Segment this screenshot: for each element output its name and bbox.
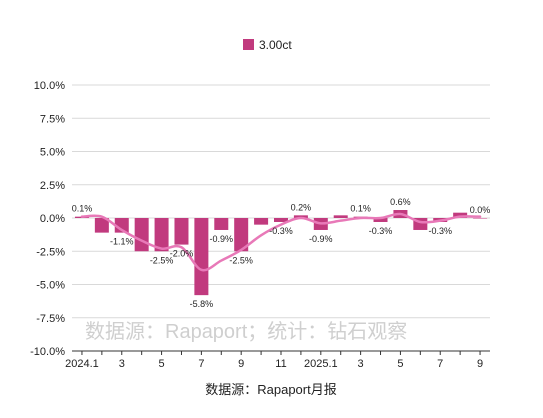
x-axis: 2024.1 3 5 7 9 11 2025.1 3 5 7 9 <box>65 351 483 370</box>
bar <box>373 218 388 222</box>
data-label: -1.1% <box>110 237 134 247</box>
data-label: -0.9% <box>210 234 234 244</box>
x-tick-label: 2025.1 <box>304 358 338 370</box>
x-tick-label: 9 <box>238 358 244 370</box>
bar <box>453 212 468 218</box>
trend-line <box>80 212 482 272</box>
bar <box>333 215 348 218</box>
bar <box>214 218 229 230</box>
data-labels: 0.1%-1.1%-2.5%-2.0%-5.8%-0.9%-2.5%-0.3%0… <box>72 197 491 309</box>
y-tick-label: 2.5% <box>40 180 65 192</box>
data-label: -0.3% <box>269 226 293 236</box>
bar <box>174 218 189 245</box>
legend-swatch <box>243 39 254 50</box>
bar <box>94 218 109 233</box>
y-tick-label: -2.5% <box>36 246 65 258</box>
bar <box>293 215 308 218</box>
legend: 3.00ct <box>243 38 292 52</box>
x-tick-label: 3 <box>119 358 125 370</box>
data-label: -0.3% <box>369 226 393 236</box>
bar <box>134 218 149 252</box>
y-tick-label: 7.5% <box>40 113 65 125</box>
data-label: -0.9% <box>309 234 333 244</box>
x-tick-label: 3 <box>358 358 364 370</box>
x-tick-label: 7 <box>198 358 204 370</box>
data-label: 0.1% <box>72 204 93 214</box>
bar <box>473 218 488 219</box>
bar <box>274 218 288 222</box>
y-tick-label: -7.5% <box>36 313 65 325</box>
y-tick-label: 5.0% <box>40 147 65 159</box>
x-tick-label: 11 <box>275 358 286 370</box>
trend-line-layer <box>80 212 482 272</box>
data-label: 0.2% <box>291 202 312 212</box>
data-label: -2.5% <box>150 255 174 265</box>
y-tick-label: -10.0% <box>30 346 65 358</box>
bar <box>194 218 209 296</box>
data-label: 0.1% <box>350 204 371 214</box>
legend-label: 3.00ct <box>259 38 292 52</box>
watermark: 数据源：Rapaport；统计：钻石观察 <box>85 320 407 343</box>
data-label: 0.6% <box>390 197 411 207</box>
x-tick-label: 9 <box>477 358 483 370</box>
data-label: -0.3% <box>428 226 452 236</box>
x-tick-label: 5 <box>159 358 165 370</box>
bar <box>254 218 269 225</box>
bar <box>413 218 428 230</box>
y-tick-label: 10.0% <box>34 80 65 92</box>
source-note: 数据源：Rapaport月报 <box>205 382 336 397</box>
y-tick-label: -5.0% <box>36 280 65 292</box>
data-label: -5.8% <box>190 299 214 309</box>
data-label: 0.0% <box>470 205 491 215</box>
bar <box>234 218 249 252</box>
data-label: -2.0% <box>170 249 194 259</box>
x-tick-label: 2024.1 <box>65 358 99 370</box>
y-axis: 10.0% 7.5% 5.0% 2.5% 0.0% -2.5% -5.0% -7.5% -10.… <box>30 80 65 358</box>
data-label: -2.5% <box>229 255 253 265</box>
x-tick-label: 7 <box>437 358 443 370</box>
bar <box>154 218 169 252</box>
y-tick-label: 0.0% <box>40 213 65 225</box>
x-tick-label: 5 <box>397 358 403 370</box>
